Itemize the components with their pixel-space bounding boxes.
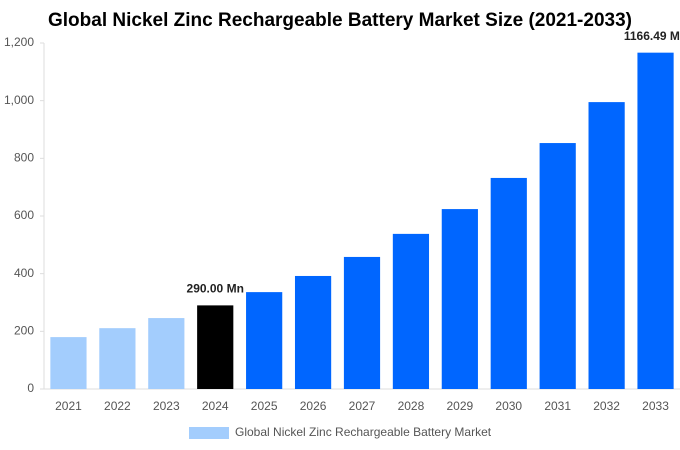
value-label: 1166.49 Mn: [624, 29, 680, 43]
bar: [148, 318, 185, 389]
legend-swatch: [189, 427, 229, 439]
y-tick-label: 1,200: [4, 35, 34, 49]
y-tick-label: 600: [14, 208, 34, 222]
x-tick-label: 2031: [544, 399, 571, 413]
bar: [588, 102, 625, 389]
bar: [392, 233, 430, 389]
x-tick-label: 2023: [153, 399, 180, 413]
x-tick-label: 2025: [251, 399, 278, 413]
x-tick-label: 2029: [446, 399, 473, 413]
x-tick-label: 2030: [495, 399, 522, 413]
bar: [50, 337, 87, 389]
value-label: 290.00 Mn: [187, 282, 244, 296]
bar: [197, 305, 234, 389]
y-tick-label: 200: [14, 324, 34, 338]
x-tick-label: 2024: [202, 399, 229, 413]
x-tick-label: 2033: [642, 399, 669, 413]
x-tick-label: 2021: [55, 399, 82, 413]
y-tick-label: 800: [14, 151, 34, 165]
bar: [539, 143, 576, 389]
y-tick-label: 1,000: [4, 93, 34, 107]
y-tick-label: 0: [27, 381, 34, 395]
bar: [441, 209, 478, 389]
x-tick-label: 2026: [300, 399, 327, 413]
bar: [246, 292, 283, 389]
x-tick-label: 2032: [593, 399, 620, 413]
chart-title: Global Nickel Zinc Rechargeable Battery …: [48, 10, 632, 31]
x-tick-label: 2022: [104, 399, 131, 413]
bar: [637, 52, 674, 389]
bar: [490, 177, 527, 389]
bar: [343, 256, 381, 389]
x-tick-label: 2027: [349, 399, 376, 413]
legend-label: Global Nickel Zinc Rechargeable Battery …: [235, 425, 492, 439]
y-tick-label: 400: [14, 266, 34, 280]
bar: [99, 328, 136, 389]
bar: [294, 275, 332, 389]
x-tick-label: 2028: [398, 399, 425, 413]
